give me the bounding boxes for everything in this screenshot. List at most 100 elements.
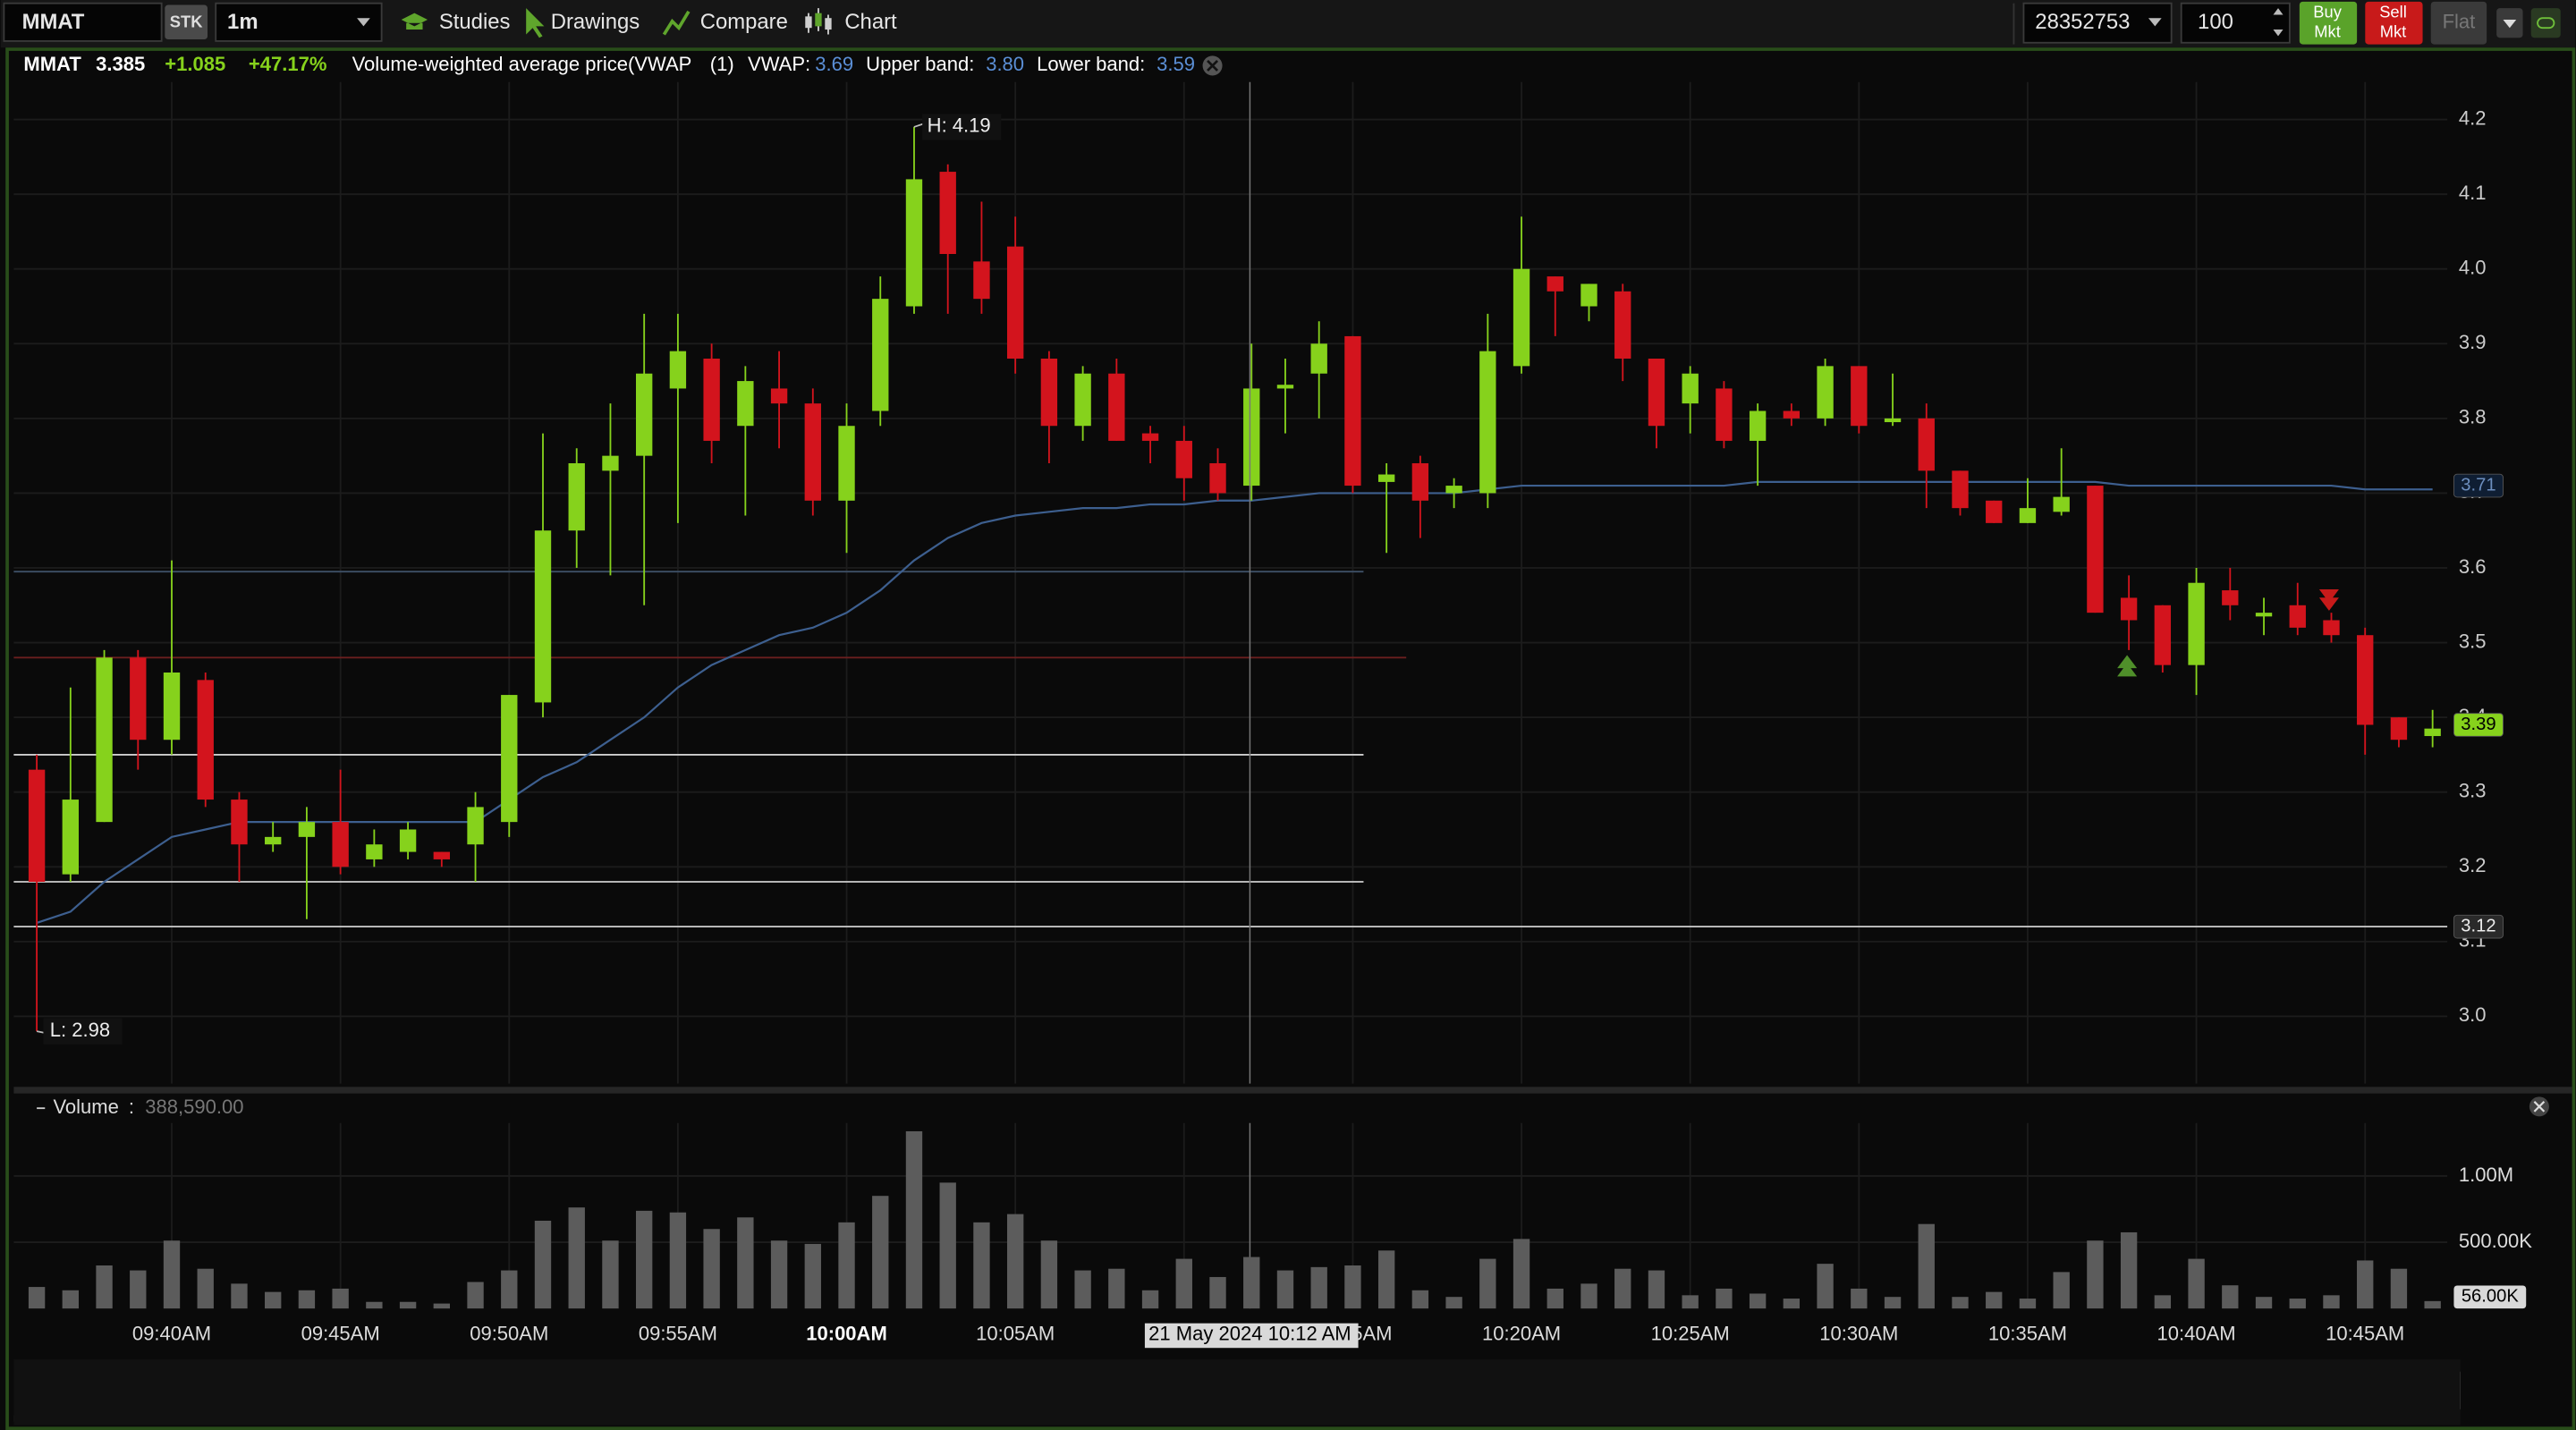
chart-icon <box>805 16 812 29</box>
volume-close[interactable] <box>2529 1096 2549 1117</box>
interval-select[interactable] <box>215 2 383 42</box>
volume-bar <box>501 1270 518 1309</box>
volume-bar <box>838 1222 855 1309</box>
volume-bar <box>1006 1214 1024 1309</box>
annotation: L: 2.98 <box>50 1019 110 1041</box>
sell-button[interactable] <box>2365 1 2423 45</box>
candle-body <box>770 388 788 404</box>
volume-bar <box>163 1240 181 1309</box>
volume-bar <box>2087 1240 2104 1309</box>
candle-body <box>1749 410 1767 441</box>
volume-bar <box>602 1240 619 1309</box>
x-tick-label: 09:45AM <box>301 1322 380 1344</box>
candle-body <box>1918 418 1935 471</box>
candle-body <box>1243 388 1260 487</box>
candle-body <box>905 179 923 307</box>
y-tick-label: 3.5 <box>2459 630 2487 652</box>
volume-bar <box>2323 1295 2340 1309</box>
volume-bar <box>1344 1265 1361 1309</box>
y-tick-label: 3.2 <box>2459 854 2487 876</box>
volume-bar <box>1411 1290 1429 1309</box>
volume-bar <box>1546 1288 1563 1309</box>
volume-bar <box>130 1270 147 1309</box>
symbol-input[interactable] <box>3 2 163 42</box>
dropdown-arrow <box>2148 18 2162 27</box>
candle-body <box>1479 351 1496 494</box>
studies-icon <box>401 13 428 30</box>
volume-bar <box>2424 1300 2441 1309</box>
flat-button[interactable] <box>2430 1 2487 45</box>
candle-body <box>1580 283 1597 307</box>
volume-bar <box>2019 1299 2037 1309</box>
volume-bar <box>1108 1268 1125 1309</box>
candle-body <box>1614 291 1631 360</box>
y-tick-label: 500.00K <box>2459 1230 2532 1252</box>
buy-label: Mkt <box>2314 22 2341 41</box>
y-tick-label: 4.2 <box>2459 106 2487 129</box>
candle-body <box>1040 359 1058 427</box>
volume-bar <box>298 1290 316 1309</box>
volume-bar <box>568 1207 585 1309</box>
candle-body <box>1513 268 1530 367</box>
candle-body <box>197 680 214 800</box>
vwap-line <box>36 480 2433 925</box>
volume-bar <box>1445 1297 1462 1309</box>
candle-body <box>1141 433 1159 441</box>
volume-bar <box>1513 1239 1530 1309</box>
volume-bar <box>467 1282 484 1309</box>
link-button[interactable] <box>2530 8 2561 38</box>
y-tick-label: 3.3 <box>2459 780 2487 802</box>
chart-icon <box>815 13 822 27</box>
volume-bar <box>1040 1240 1058 1309</box>
drawings-button[interactable]: Drawings <box>526 8 640 38</box>
volume-bar <box>703 1229 720 1309</box>
account-select[interactable] <box>2022 2 2173 44</box>
volume-bar <box>2188 1258 2205 1309</box>
volume-bar <box>2357 1260 2374 1309</box>
candle-body <box>2289 605 2306 628</box>
crosshair-label: 21 May 2024 10:12 AM <box>1148 1322 1351 1344</box>
y-tick-label: 3.6 <box>2459 555 2487 578</box>
candle-body <box>96 657 113 823</box>
candle-body <box>1411 463 1429 501</box>
volume-bar <box>1377 1250 1395 1309</box>
volume-bar <box>1783 1299 1801 1309</box>
volume-bar <box>1580 1283 1597 1309</box>
legend-symbol: MMAT <box>23 53 81 75</box>
candle-body <box>1716 388 1733 441</box>
candle-body <box>399 829 417 852</box>
study-close[interactable] <box>1202 55 1223 76</box>
candle-body <box>1952 470 1969 509</box>
sec-type: STK <box>170 13 203 31</box>
candle-body <box>568 463 585 531</box>
x-tick-label: 10:00AM <box>806 1322 887 1344</box>
candle-body <box>2424 728 2441 737</box>
chart-button[interactable]: Chart <box>805 8 897 35</box>
buy-button[interactable] <box>2299 1 2358 45</box>
x-tick-label: 09:55AM <box>639 1322 717 1344</box>
price-label: 3.71 <box>2461 475 2496 495</box>
candle-body <box>737 381 754 427</box>
volume-bar <box>2390 1268 2408 1309</box>
volume-bar <box>1614 1268 1631 1309</box>
quantity-input[interactable] <box>2180 2 2291 44</box>
candle-body <box>28 769 46 883</box>
candle-body <box>2390 717 2408 740</box>
studies-button[interactable]: Studies <box>401 10 511 34</box>
price-label: 56.00K <box>2462 1287 2520 1307</box>
compare-button[interactable]: Compare <box>662 10 788 36</box>
volume-bar <box>939 1182 956 1309</box>
volume-bar <box>197 1268 214 1309</box>
candle-body <box>669 351 687 389</box>
candle-body <box>163 673 181 740</box>
candle-body <box>2019 508 2037 523</box>
volume-bar <box>1074 1270 1091 1309</box>
volume-bar <box>1141 1290 1159 1309</box>
candle-body <box>332 822 349 867</box>
volume-bar <box>1209 1276 1226 1309</box>
menu-item: Studies <box>439 10 511 34</box>
dropdown-arrow <box>2503 20 2517 29</box>
volume-bar <box>62 1290 80 1309</box>
candle-body <box>433 851 450 859</box>
navigator <box>13 1359 2461 1426</box>
